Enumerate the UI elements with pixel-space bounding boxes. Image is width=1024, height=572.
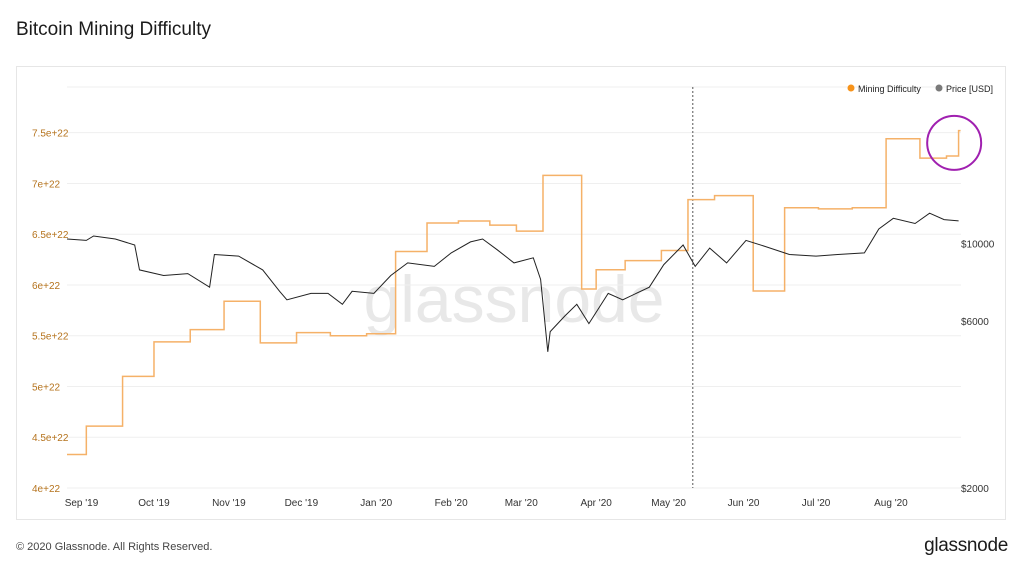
legend: Mining Difficulty Price [USD] bbox=[847, 84, 993, 94]
series-line-price-usd bbox=[66, 212, 959, 352]
highlight-circle bbox=[926, 114, 983, 171]
legend-price-label: Price [USD] bbox=[946, 84, 993, 94]
y-left-tick-label: 4.5e+22 bbox=[32, 433, 69, 444]
x-tick-label: Apr '20 bbox=[580, 498, 612, 509]
x-tick-label: Aug '20 bbox=[874, 498, 908, 509]
legend-mining-difficulty-label: Mining Difficulty bbox=[858, 84, 921, 94]
x-tick-label: Feb '20 bbox=[435, 498, 468, 509]
chart-svg[interactable]: glassnode 4e+22 4.5e+22 5e+22 5.5e+22 6e+22 6.… bbox=[17, 67, 1005, 519]
y-left-tick-label: 6e+22 bbox=[32, 281, 61, 292]
x-tick-label: Sep '19 bbox=[65, 498, 99, 509]
x-tick-label: Oct '19 bbox=[138, 498, 170, 509]
y-left-tick-label: 7.5e+22 bbox=[32, 129, 69, 140]
x-tick-label: Mar '20 bbox=[505, 498, 538, 509]
y-left-tick-label: 5e+22 bbox=[32, 382, 61, 393]
y-left-tick-label: 4e+22 bbox=[32, 484, 61, 495]
chart-frame: glassnode 4e+22 4.5e+22 5e+22 5.5e+22 6e+22 6.… bbox=[16, 66, 1006, 520]
footer-brand-logo: glassnode bbox=[924, 535, 1008, 556]
y-right-tick-label: $2000 bbox=[961, 484, 989, 495]
y-left-tick-label: 5.5e+22 bbox=[32, 332, 69, 343]
legend-mining-difficulty-dot bbox=[847, 84, 855, 92]
page-title: Bitcoin Mining Difficulty bbox=[16, 19, 212, 40]
y-left-tick-label: 7e+22 bbox=[32, 179, 61, 190]
x-tick-label: Jul '20 bbox=[802, 498, 831, 509]
footer-copyright: © 2020 Glassnode. All Rights Reserved. bbox=[16, 541, 213, 553]
x-tick-label: Jan '20 bbox=[360, 498, 392, 509]
y-right-tick-label: $10000 bbox=[961, 239, 995, 250]
watermark-text: glassnode bbox=[364, 262, 665, 336]
y-left-tick-label: 6.5e+22 bbox=[32, 230, 69, 241]
legend-price-dot bbox=[935, 84, 943, 92]
x-tick-label: Jun '20 bbox=[728, 498, 760, 509]
y-right-tick-label: $6000 bbox=[961, 317, 989, 328]
x-tick-label: Nov '19 bbox=[212, 498, 246, 509]
x-tick-label: May '20 bbox=[651, 498, 686, 509]
x-tick-label: Dec '19 bbox=[285, 498, 319, 509]
series-line-mining-difficulty bbox=[67, 129, 961, 456]
